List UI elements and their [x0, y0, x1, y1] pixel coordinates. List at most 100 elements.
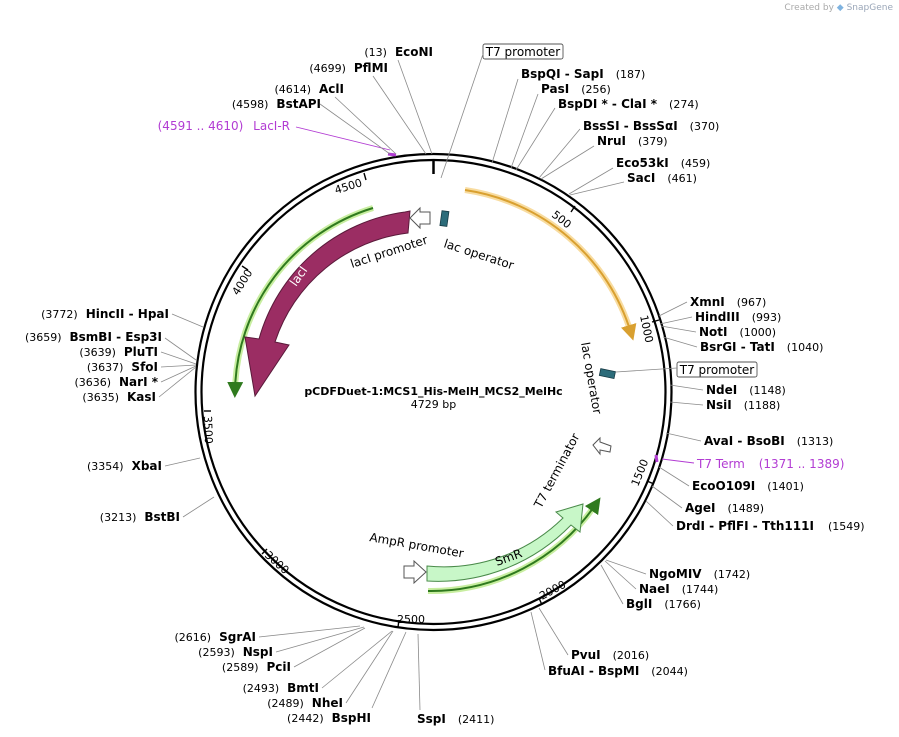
svg-text:(3635)KasI: (3635) KasI [82, 390, 156, 404]
site-sgrai[interactable]: (2616) SgrAI [175, 625, 361, 644]
site-bsmbi-esp3i[interactable]: (3659) BsmBI - Esp3I [25, 330, 197, 361]
site-bgli[interactable]: BglI (1766) [600, 564, 701, 611]
misc-name: LacI-R [253, 119, 290, 133]
svg-text:(3637)SfoI: (3637) SfoI [87, 360, 158, 374]
site-nspi[interactable]: (2593) NspI [198, 626, 365, 659]
site-bfuai-bspmi[interactable]: BfuAI - BspMI (2044) [530, 611, 688, 678]
svg-text:(2489)NheI: (2489) NheI [267, 696, 343, 710]
site-drdi-pflfi-tth111i[interactable]: DrdI - PflFI - Tth111I (1549) [645, 500, 865, 533]
ring-tick-label: 1000 [637, 314, 656, 344]
svg-text:NruI(379): NruI (379) [597, 134, 668, 148]
site-bsssi-bsssai[interactable]: BssSI - BssSαI (370) [538, 119, 719, 179]
site-hindiii[interactable]: HindIII (993) [659, 310, 781, 325]
misc-range: (4591 .. 4610) [158, 119, 244, 133]
site-bmti[interactable]: (2493) BmtI [243, 630, 393, 695]
t7-promoter-top[interactable]: T7 promoter [440, 43, 564, 179]
site-saci[interactable]: SacI (461) [569, 171, 697, 196]
site-nhei[interactable]: (2489) NheI [267, 630, 394, 710]
t7-promoter-right-label: T7 promoter [679, 363, 755, 377]
ring-tick-3500: 3500 [201, 410, 215, 444]
svg-text:EcoO109I(1401): EcoO109I (1401) [692, 479, 804, 493]
laci-promoter-arrow [409, 206, 431, 230]
svg-text:(3772)HincII - HpaI: (3772) HincII - HpaI [41, 307, 169, 321]
svg-text:NsiI(1188): NsiI (1188) [706, 398, 780, 412]
ring-tick-1000: 1000 [637, 314, 660, 344]
t7-promoter-right[interactable]: T7 promoter [615, 361, 758, 378]
site-pluti[interactable]: (3639) PluTI [79, 345, 197, 365]
site-nari[interactable]: (3636) NarI * [74, 365, 197, 389]
laci-highlight-arc [227, 207, 374, 398]
svg-text:XmnI(967): XmnI (967) [690, 295, 766, 309]
ring-tick-label: 2500 [397, 613, 425, 626]
site-bstapi[interactable]: (4598) BstAPI [232, 97, 391, 155]
site-bsrgi-tati[interactable]: BsrGI - TatI (1040) [662, 336, 823, 354]
svg-text:BspDI * - ClaI *(274): BspDI * - ClaI * (274) [558, 97, 699, 111]
site-xbai[interactable]: (3354) XbaI [87, 457, 201, 473]
site-avai-bsobi[interactable]: AvaI - BsoBI (1313) [665, 432, 833, 448]
svg-text:(3354)XbaI: (3354) XbaI [87, 459, 162, 473]
site-bspdi-clai[interactable]: BspDI * - ClaI * (274) [515, 97, 699, 171]
svg-text:(4598)BstAPI: (4598) BstAPI [232, 97, 321, 111]
svg-text:(2616)SgrAI: (2616) SgrAI [175, 630, 256, 644]
site-eco0109i[interactable]: EcoO109I (1401) [658, 466, 804, 493]
ring-tick-2500: 2500 [397, 613, 425, 628]
site-hincii-hpai[interactable]: (3772) HincII - HpaI [41, 307, 204, 328]
svg-text:(4699)PflMI: (4699) PflMI [309, 61, 388, 75]
svg-text:(3639)PluTI: (3639) PluTI [79, 345, 158, 359]
snapgene-credit: Created by ◆ SnapGene [784, 3, 893, 13]
svg-text:(2442)BspHI: (2442) BspHI [287, 711, 371, 725]
site-kasi[interactable]: (3635) KasI [82, 366, 197, 404]
site-bspqi-sapi[interactable]: BspQI - SapI (187) [491, 67, 645, 164]
snapgene-logo-icon: ◆ [836, 3, 844, 13]
ring-tick-label: 4000 [230, 267, 256, 298]
misc-feature-laci-r[interactable]: (4591 .. 4610) LacI-R [158, 119, 397, 157]
site-pvui[interactable]: PvuI (2016) [538, 607, 649, 662]
svg-text:DrdI - PflFI - Tth111I(1549): DrdI - PflFI - Tth111I (1549) [676, 519, 865, 533]
site-pflmi[interactable]: (4699) PflMI [309, 61, 427, 155]
svg-text:(2589)PciI: (2589) PciI [222, 660, 291, 674]
svg-text:(2593)NspI: (2593) NspI [198, 645, 273, 659]
site-pasi[interactable]: PasI (256) [510, 82, 611, 169]
site-econi[interactable]: (13) EcoNI [364, 45, 433, 155]
site-eco53ki[interactable]: Eco53kI (459) [568, 156, 710, 195]
plasmid-name: pCDFDuet-1:MCS1_His-MelH_MCS2_MelHc [304, 385, 562, 398]
svg-text:SspI(2411): SspI (2411) [417, 712, 494, 726]
svg-text:T7 Term (1371 .. 1389): T7 Term (1371 .. 1389) [696, 457, 844, 471]
site-ndei[interactable]: NdeI (1148) [669, 383, 786, 397]
laci-feature-arrow [244, 210, 411, 398]
svg-text:NgoMIV(1742): NgoMIV (1742) [649, 567, 750, 581]
site-sspi[interactable]: SspI (2411) [417, 633, 494, 726]
t7-terminator-label: T7 terminator [531, 431, 583, 511]
ring-tick-label: 3500 [201, 416, 215, 444]
svg-text:AvaI - BsoBI(1313): AvaI - BsoBI (1313) [704, 434, 833, 448]
site-bsphi[interactable]: (2442) BspHI [287, 631, 407, 725]
site-ngomiv[interactable]: NgoMIV (1742) [605, 559, 750, 581]
site-pcii[interactable]: (2589) PciI [222, 627, 366, 674]
t7-promoter-top-label: T7 promoter [485, 45, 561, 59]
backbone-outer-ring [194, 152, 673, 632]
site-agei[interactable]: AgeI (1489) [651, 485, 764, 515]
lac-operator-right-label: lac operator [578, 341, 604, 415]
svg-text:(13)EcoNI: (13) EcoNI [364, 45, 433, 59]
misc-feature-t7-term[interactable]: T7 Term (1371 .. 1389) [654, 454, 844, 471]
ampr-promoter-label: AmpR promoter [368, 530, 464, 560]
site-nsii[interactable]: NsiI (1188) [669, 398, 780, 412]
t7-terminator-arrow [592, 436, 612, 456]
svg-text:(2493)BmtI: (2493) BmtI [243, 681, 319, 695]
site-acli[interactable]: (4614) AclI [274, 82, 397, 155]
ring-tick-2000: 2000 [537, 578, 568, 606]
site-nrui[interactable]: NruI (379) [540, 134, 668, 180]
site-sfoi[interactable]: (3637) SfoI [87, 360, 197, 374]
svg-text:(4591 .. 4610) LacI-R: (4591 .. 4610) LacI-R [158, 119, 290, 133]
site-bstbi[interactable]: (3213) BstBI [100, 496, 215, 524]
misc-name: (1371 .. 1389) [759, 457, 845, 471]
svg-text:AgeI(1489): AgeI (1489) [685, 501, 764, 515]
smr-feature-arrow [426, 503, 584, 582]
ring-tick-4000: 4000 [230, 265, 256, 298]
site-noti[interactable]: NotI (1000) [660, 325, 776, 339]
svg-text:(4614)AclI: (4614) AclI [274, 82, 344, 96]
site-xmni[interactable]: XmnI (967) [658, 295, 766, 317]
svg-text:HindIII(993): HindIII (993) [695, 310, 781, 324]
misc-range: T7 Term [696, 457, 745, 471]
site-naei[interactable]: NaeI (1744) [604, 560, 718, 596]
